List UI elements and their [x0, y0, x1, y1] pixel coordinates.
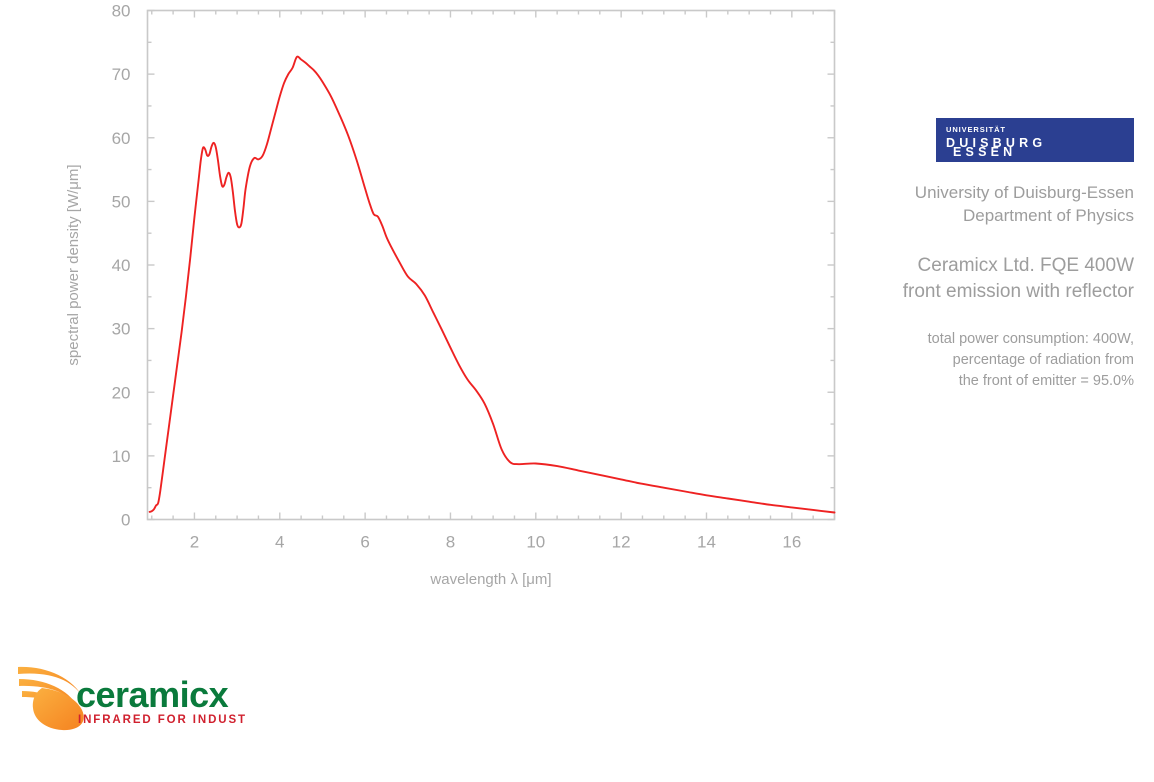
x-tick-label: 2 [190, 533, 199, 552]
badge-essen-text: ESSEN [953, 145, 1017, 159]
plot-frame [146, 9, 836, 521]
affiliation-department: Department of Physics [962, 205, 1134, 225]
y-tick-label: 10 [112, 447, 131, 466]
x-tick-labels: 2 4 6 8 10 12 14 16 [190, 533, 802, 552]
x-tick-label: 14 [697, 533, 716, 552]
x-tick-label: 8 [446, 533, 455, 552]
axis-ticks [147, 9, 836, 521]
y-tick-label: 60 [112, 129, 131, 148]
x-tick-label: 6 [360, 533, 369, 552]
x-tick-label: 10 [526, 533, 545, 552]
detail-radiation-percentage-1: percentage of radiation from [952, 352, 1134, 369]
y-tick-label: 50 [112, 192, 131, 211]
product-configuration: front emission with reflector [902, 281, 1134, 303]
badge-university-text: UNIVERSITÄT [946, 125, 1006, 134]
y-tick-label: 40 [112, 256, 131, 275]
badge-duisburg-text: DUISBURG [946, 136, 1047, 150]
y-tick-label: 30 [112, 320, 131, 339]
spectral-power-density-curve [148, 55, 836, 514]
x-tick-label: 16 [782, 533, 801, 552]
spectral-power-density-chart: 2 4 6 8 10 12 14 16 0 10 20 30 40 50 60 70 80 wavelengt… [65, 2, 836, 588]
x-tick-label: 4 [275, 533, 284, 552]
product-block: Ceramicx Ltd. FQE 400W front emission wi… [860, 253, 1134, 305]
affiliation-block: University of Duisburg-Essen Department … [860, 182, 1134, 228]
ceramicx-tagline: INFRARED FOR INDUSTRY [78, 714, 247, 726]
y-tick-label: 20 [112, 383, 131, 402]
info-panel: UNIVERSITÄT DUISBURG ESSEN University of… [860, 118, 1144, 392]
university-duisburg-essen-logo: UNIVERSITÄT DUISBURG ESSEN [936, 118, 1134, 162]
x-axis-title: wavelength λ [μm] [429, 571, 551, 588]
y-tick-label: 80 [112, 2, 131, 21]
measurement-details-block: total power consumption: 400W, percentag… [860, 329, 1134, 392]
ceramicx-wordmark: ceramicx [76, 674, 229, 715]
detail-radiation-percentage-2: the front of emitter = 95.0% [958, 373, 1134, 390]
ceramicx-logo-svg: ceramicx INFRARED FOR INDUSTRY [18, 666, 247, 731]
affiliation-university: University of Duisburg-Essen [914, 183, 1134, 202]
detail-power-consumption: total power consumption: 400W, [927, 331, 1134, 348]
y-axis-title: spectral power density [W/μm] [65, 164, 82, 365]
y-tick-labels: 0 10 20 30 40 50 60 70 80 [112, 2, 131, 530]
flame-swirl-icon [18, 666, 84, 731]
x-tick-label: 12 [612, 533, 631, 552]
y-tick-label: 70 [112, 65, 131, 84]
chart-container: 2 4 6 8 10 12 14 16 0 10 20 30 40 50 60 70 80 wavelengt… [65, 2, 836, 588]
product-model: Ceramicx Ltd. FQE 400W [917, 254, 1134, 276]
y-tick-label: 0 [121, 511, 130, 530]
ceramicx-logo: ceramicx INFRARED FOR INDUSTRY [12, 655, 247, 735]
